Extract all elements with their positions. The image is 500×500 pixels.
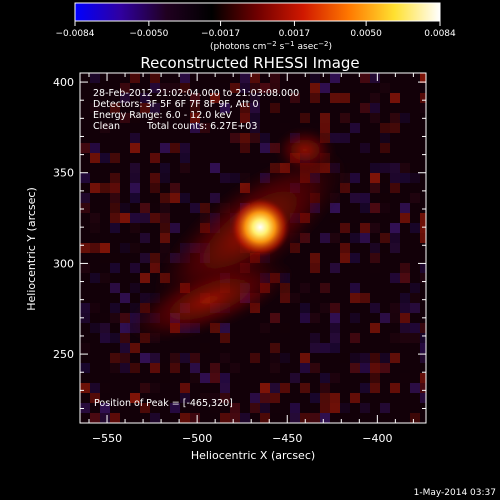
annotation-detectors: Detectors: 3F 5F 6F 7F 8F 9F, Att 0 [93,99,259,110]
flare-tail [124,258,296,342]
flare-peak [230,197,291,258]
y-tick-label: 300 [53,257,74,270]
x-axis-label: Heliocentric X (arcsec) [191,449,315,462]
colorbar-tick-label: 0.0050 [350,29,382,39]
upper-source [275,128,335,172]
x-tick-label: −400 [362,432,392,445]
x-tick-label: −500 [182,432,212,445]
x-tick-label: −550 [92,432,122,445]
y-tick-label: 350 [53,167,74,180]
y-axis-label: Heliocentric Y (arcsec) [25,187,38,311]
annotation-clean: Clean [93,121,120,132]
colorbar-tick-label: −0.0050 [129,29,168,39]
image-area [80,73,426,423]
plot-frame [79,72,427,424]
colorbar-tick-label: 0.0084 [424,29,456,39]
annotation-peak-position: Position of Peak = [-465,320] [94,398,233,409]
y-tick-label: 400 [53,76,74,89]
colorbar-unit-label: (photons cm−2 s−1 asec−2) [210,40,332,52]
annotation-total-counts: Total counts: 6.27E+03 [146,121,257,132]
chart-title: Reconstructed RHESSI Image [140,54,359,72]
x-tick-label: −450 [272,432,302,445]
annotation-energy-range: Energy Range: 6.0 - 12.0 keV [93,110,232,121]
axis-ticks: −550 −500 −450 −400 250 300 350 400 [53,73,426,445]
colorbar [74,2,441,22]
colorbar-tick-label: −0.0017 [201,29,240,39]
y-tick-label: 250 [53,348,74,361]
footer-date: 1-May-2014 03:37 [414,488,496,498]
colorbar-ticks: −0.0084 −0.0050 −0.0017 0.0017 0.0050 0.0084 [55,21,456,39]
annotation-time-range: 28-Feb-2012 21:02:04.000 to 21:03:08.000 [93,88,299,99]
colorbar-tick-label: 0.0017 [279,29,311,39]
colorbar-tick-label: −0.0084 [55,29,94,39]
image-texture [80,73,426,423]
